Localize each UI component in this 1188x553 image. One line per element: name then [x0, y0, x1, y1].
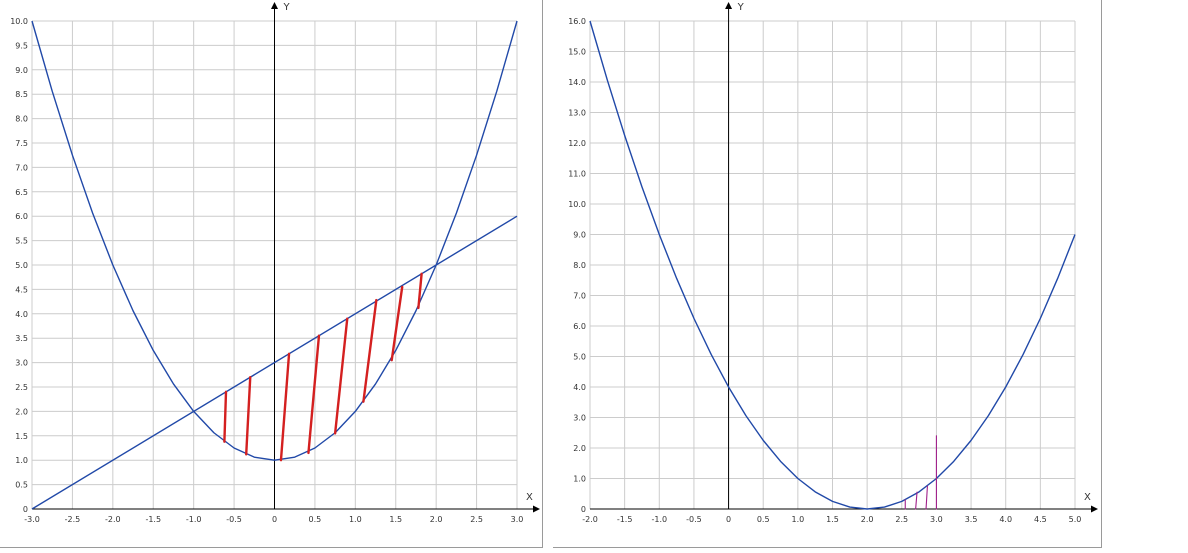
- y-tick-label: 7.0: [15, 163, 28, 172]
- x-tick-label: 2.0: [430, 515, 443, 524]
- y-tick-label: 9.5: [15, 41, 28, 50]
- left-chart-panel: X Y -3.0 -2.5 -2.0 -1.5 -1.0 -0.5 0 0.5 1.0 1.5 2.0 2…: [0, 0, 543, 548]
- hatch-segment: [390, 285, 404, 362]
- y-tick-label: 16.0: [568, 17, 586, 26]
- hatch-segment: [333, 317, 349, 435]
- x-tick-label: -2.5: [65, 515, 81, 524]
- y-tick-label: 15.0: [568, 48, 586, 57]
- right-chart-panel: X Y -2.0 -1.5 -1.0 -0.5 0 0.5 1.0 1.5 2.0 2.5 3.0 3.5…: [553, 0, 1102, 548]
- hatch-segment: [915, 491, 918, 510]
- x-tick-label: 0.5: [757, 515, 770, 524]
- y-tick-label: 13.0: [568, 109, 586, 118]
- x-axis-label: X: [1084, 492, 1091, 503]
- hatch-segment: [279, 352, 291, 462]
- y-axis-label: Y: [737, 2, 745, 13]
- x-tick-label: 1.5: [826, 515, 839, 524]
- x-tick-label: -1.0: [651, 515, 667, 524]
- y-tick-label: 8.0: [573, 261, 586, 270]
- x-tick-label: 4.5: [1034, 515, 1047, 524]
- right-chart: X Y -2.0 -1.5 -1.0 -0.5 0 0.5 1.0 1.5 2.0 2.5 3.0 3.5…: [568, 2, 1098, 524]
- hatch-segment: [307, 334, 321, 455]
- x-tick-label: 0: [272, 515, 277, 524]
- y-tick-label: 7.0: [573, 292, 586, 301]
- y-tick-label: 0: [23, 505, 28, 514]
- y-tick-label: 2.0: [573, 444, 586, 453]
- x-tick-label: 3.0: [511, 515, 524, 524]
- x-tick-label: 2.5: [470, 515, 483, 524]
- x-tick-label: 5.0: [1069, 515, 1082, 524]
- hatch-segment: [925, 485, 928, 510]
- x-tick-label: -0.5: [226, 515, 242, 524]
- y-axis-arrow: [725, 2, 733, 9]
- y-tick-label: 9.0: [15, 66, 28, 75]
- y-tick-label: 4.5: [15, 285, 28, 294]
- hatch-segment: [417, 272, 423, 310]
- y-axis-label: Y: [283, 2, 291, 13]
- x-tick-label: 0.5: [309, 515, 322, 524]
- x-tick-label: 1.5: [389, 515, 402, 524]
- x-tick-label: 0: [726, 515, 731, 524]
- series-line-2: [31, 215, 518, 510]
- y-tick-label: 3.0: [15, 359, 28, 368]
- x-tick-label: 4.0: [999, 515, 1012, 524]
- x-tick-label: -2.0: [582, 515, 598, 524]
- y-tick-label: 1.0: [15, 456, 28, 465]
- y-tick-label: 3.5: [15, 334, 28, 343]
- x-tick-label: -0.5: [686, 515, 702, 524]
- y-tick-label: 0: [581, 505, 586, 514]
- y-tick-label: 1.0: [573, 475, 586, 484]
- y-tick-label: 1.5: [15, 432, 28, 441]
- y-tick-label: 10.0: [10, 17, 28, 26]
- y-tick-label: 6.0: [573, 322, 586, 331]
- hatch-segment: [245, 376, 252, 456]
- y-tick-label: 8.0: [15, 115, 28, 124]
- x-tick-label: 3.5: [965, 515, 978, 524]
- x-tick-label: 3.0: [930, 515, 943, 524]
- y-tick-label: 2.5: [15, 383, 28, 392]
- x-tick-label: -3.0: [24, 515, 40, 524]
- y-tick-label: 11.0: [568, 170, 586, 179]
- y-axis-arrow: [271, 2, 278, 9]
- hatch-segment: [362, 298, 378, 403]
- x-tick-label: 2.5: [895, 515, 908, 524]
- x-tick-label: 1.0: [791, 515, 804, 524]
- x-axis-arrow: [1091, 505, 1098, 513]
- y-tick-label: 7.5: [15, 139, 28, 148]
- x-tick-label: 1.0: [349, 515, 362, 524]
- y-tick-label: 14.0: [568, 78, 586, 87]
- hatch-segment: [223, 390, 228, 443]
- y-tick-label: 8.5: [15, 90, 28, 99]
- y-tick-label: 6.5: [15, 188, 28, 197]
- y-tick-label: 0.5: [15, 481, 28, 490]
- y-tick-label: 5.0: [573, 353, 586, 362]
- x-tick-label: -1.0: [186, 515, 202, 524]
- x-axis-arrow: [533, 505, 540, 513]
- y-tick-label: 10.0: [568, 200, 586, 209]
- left-chart: X Y -3.0 -2.5 -2.0 -1.5 -1.0 -0.5 0 0.5 1.0 1.5 2.0 2…: [10, 2, 540, 524]
- x-axis-label: X: [526, 492, 533, 503]
- x-tick-label: -1.5: [617, 515, 633, 524]
- y-tick-label: 2.0: [15, 407, 28, 416]
- y-tick-label: 6.0: [15, 212, 28, 221]
- y-tick-label: 12.0: [568, 139, 586, 148]
- y-tick-label: 5.5: [15, 237, 28, 246]
- series-line-1: [589, 20, 1076, 510]
- y-tick-label: 4.0: [573, 383, 586, 392]
- y-tick-label: 9.0: [573, 231, 586, 240]
- y-tick-label: 5.0: [15, 261, 28, 270]
- y-tick-label: 3.0: [573, 414, 586, 423]
- x-tick-label: 2.0: [861, 515, 874, 524]
- y-tick-label: 4.0: [15, 310, 28, 319]
- x-tick-label: -1.5: [145, 515, 161, 524]
- x-tick-label: -2.0: [105, 515, 121, 524]
